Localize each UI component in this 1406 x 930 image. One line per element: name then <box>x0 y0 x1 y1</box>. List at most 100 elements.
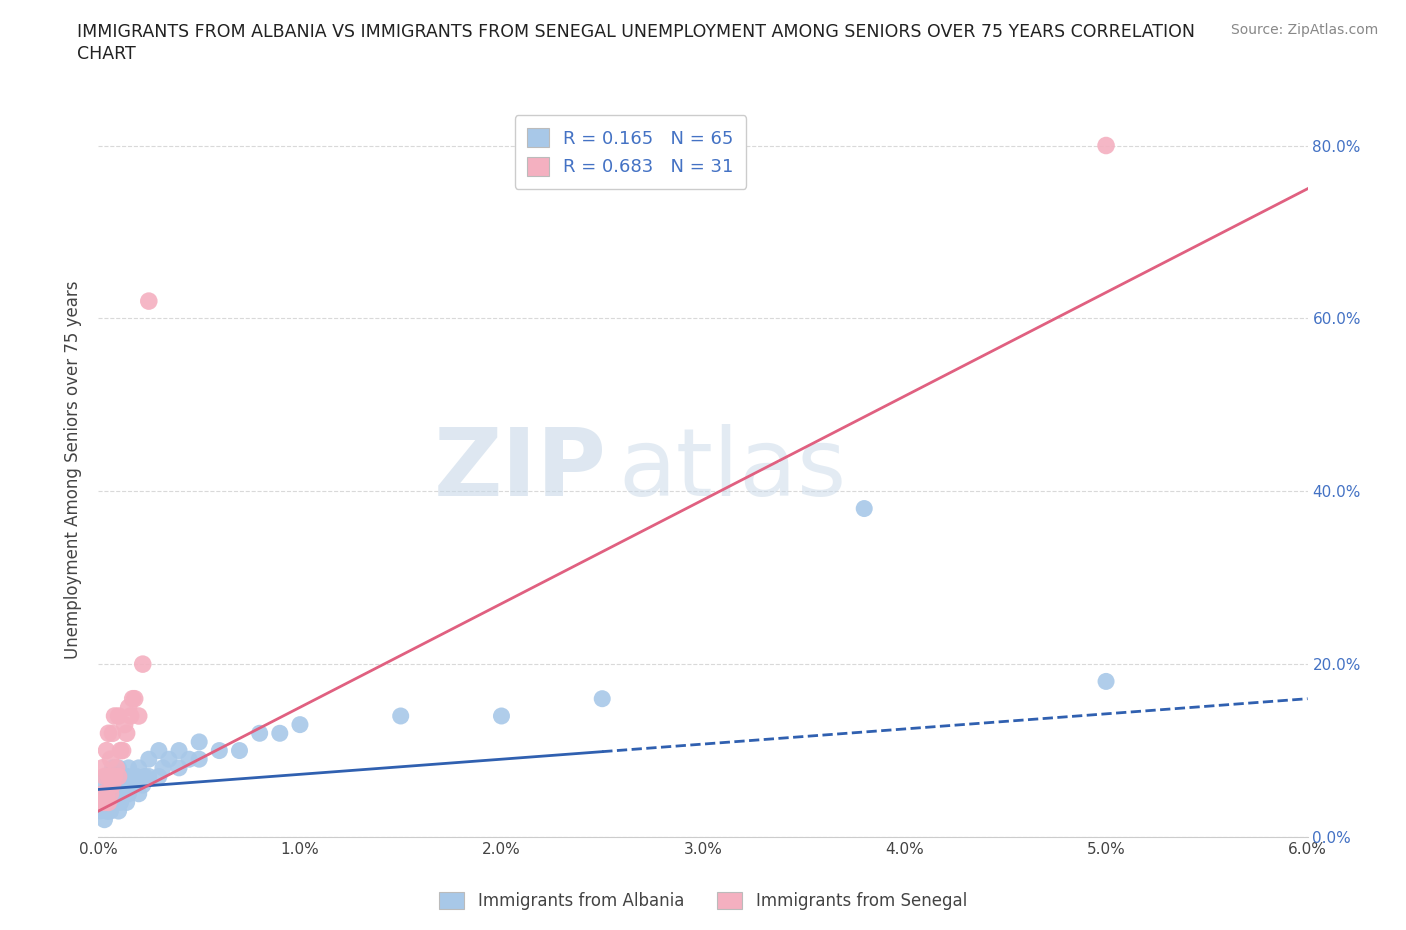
Point <box>121 769 143 784</box>
Point <box>100 787 122 802</box>
Point <box>120 709 142 724</box>
Point <box>110 795 132 810</box>
Point <box>96 769 118 784</box>
Point <box>148 769 170 784</box>
Point <box>97 804 120 818</box>
Point <box>148 743 170 758</box>
Point <box>89 804 111 818</box>
Point <box>115 769 138 784</box>
Point <box>105 761 128 776</box>
Point <box>115 725 138 740</box>
Point <box>128 761 150 776</box>
Point <box>188 751 211 766</box>
Point <box>249 725 271 740</box>
Point <box>107 761 129 776</box>
Point <box>107 769 129 784</box>
Point <box>110 743 132 758</box>
Point <box>103 787 125 802</box>
Text: IMMIGRANTS FROM ALBANIA VS IMMIGRANTS FROM SENEGAL UNEMPLOYMENT AMONG SENIORS OV: IMMIGRANTS FROM ALBANIA VS IMMIGRANTS FR… <box>77 23 1195 41</box>
Point <box>128 709 150 724</box>
Point <box>103 769 125 784</box>
Point <box>103 795 125 810</box>
Point <box>96 743 118 758</box>
Point <box>96 795 118 810</box>
Point <box>93 795 115 810</box>
Point <box>167 761 190 776</box>
Point <box>101 787 124 802</box>
Point <box>100 804 122 818</box>
Point <box>114 717 136 732</box>
Point <box>1095 138 1118 153</box>
Point <box>853 501 876 516</box>
Y-axis label: Unemployment Among Seniors over 75 years: Unemployment Among Seniors over 75 years <box>65 281 83 658</box>
Legend: R = 0.165   N = 65, R = 0.683   N = 31: R = 0.165 N = 65, R = 0.683 N = 31 <box>515 115 747 189</box>
Text: CHART: CHART <box>77 45 136 62</box>
Point <box>97 769 120 784</box>
Point <box>97 777 120 792</box>
Point <box>101 795 124 810</box>
Point <box>157 751 180 766</box>
Point <box>188 735 211 750</box>
Point <box>101 761 124 776</box>
Point <box>107 787 129 802</box>
Point <box>124 691 146 706</box>
Point <box>132 657 155 671</box>
Point <box>101 725 124 740</box>
Text: atlas: atlas <box>619 424 846 515</box>
Point <box>138 769 160 784</box>
Point <box>111 787 134 802</box>
Point <box>91 787 114 802</box>
Point <box>97 795 120 810</box>
Point <box>103 709 125 724</box>
Point <box>288 717 311 732</box>
Point <box>208 743 231 758</box>
Point <box>389 709 412 724</box>
Point <box>105 769 128 784</box>
Point <box>124 777 146 792</box>
Point <box>269 725 291 740</box>
Point <box>134 769 156 784</box>
Point <box>89 795 111 810</box>
Point <box>491 709 513 724</box>
Text: ZIP: ZIP <box>433 424 606 515</box>
Point <box>93 812 115 827</box>
Point <box>107 804 129 818</box>
Point <box>93 769 115 784</box>
Point <box>1095 674 1118 689</box>
Point <box>167 743 190 758</box>
Point <box>107 709 129 724</box>
Point <box>96 787 118 802</box>
Point <box>179 751 201 766</box>
Point <box>115 795 138 810</box>
Point <box>105 795 128 810</box>
Point <box>96 804 118 818</box>
Point <box>125 769 148 784</box>
Point <box>97 795 120 810</box>
Point <box>101 777 124 792</box>
Point <box>132 777 155 792</box>
Point <box>591 691 613 706</box>
Point <box>91 761 114 776</box>
Point <box>128 787 150 802</box>
Point <box>118 761 141 776</box>
Point <box>96 787 118 802</box>
Point <box>118 787 141 802</box>
Point <box>100 751 122 766</box>
Point <box>91 795 114 810</box>
Point <box>111 743 134 758</box>
Point <box>121 691 143 706</box>
Point <box>120 777 142 792</box>
Point <box>110 777 132 792</box>
Point <box>91 787 114 802</box>
Point <box>111 769 134 784</box>
Point <box>138 751 160 766</box>
Legend: Immigrants from Albania, Immigrants from Senegal: Immigrants from Albania, Immigrants from… <box>433 885 973 917</box>
Point <box>93 777 115 792</box>
Text: Source: ZipAtlas.com: Source: ZipAtlas.com <box>1230 23 1378 37</box>
Point <box>152 761 174 776</box>
Point <box>138 294 160 309</box>
Point <box>93 795 115 810</box>
Point <box>97 725 120 740</box>
Point <box>100 769 122 784</box>
Point <box>114 777 136 792</box>
